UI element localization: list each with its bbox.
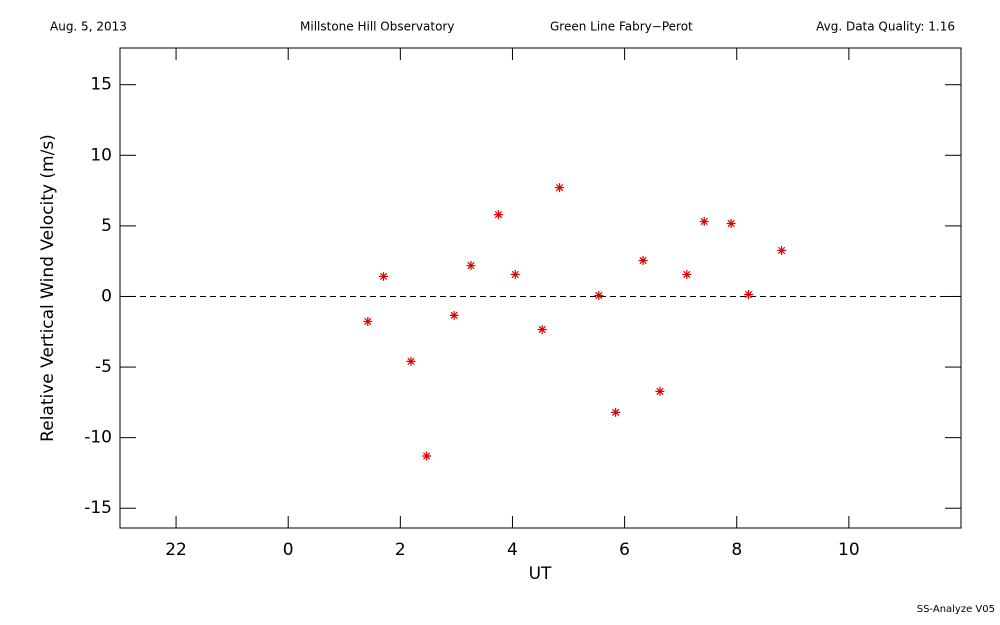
- footer: SS-Analyze V05: [917, 604, 995, 615]
- data-point: [682, 269, 692, 279]
- data-point: [379, 271, 389, 281]
- x-tick-label: 22: [165, 540, 187, 560]
- y-tick-label: -15: [84, 498, 112, 518]
- data-point: [449, 310, 459, 320]
- y-tick-label: 10: [90, 145, 112, 165]
- x-tick-label: 8: [731, 540, 742, 560]
- data-point: [422, 451, 432, 461]
- data-point: [726, 218, 736, 228]
- x-tick-label: 6: [619, 540, 630, 560]
- x-tick-label: 0: [283, 540, 294, 560]
- data-point: [537, 325, 547, 335]
- y-tick-label: 5: [101, 216, 112, 236]
- data-point: [493, 210, 503, 220]
- header-quality: Avg. Data Quality: 1.16: [816, 20, 955, 34]
- header-site: Millstone Hill Observatory: [300, 20, 454, 34]
- y-axis-label: Relative Vertical Wind Velocity (m/s): [38, 134, 58, 442]
- data-point: [611, 407, 621, 417]
- x-tick-label: 4: [507, 540, 518, 560]
- data-point: [699, 217, 709, 227]
- data-point: [406, 356, 416, 366]
- data-point: [466, 261, 476, 271]
- data-point: [363, 316, 373, 326]
- x-tick-label: 2: [395, 540, 406, 560]
- x-tick-label: 10: [838, 540, 860, 560]
- y-tick-label: 0: [101, 286, 112, 306]
- y-tick-label: 15: [90, 75, 112, 95]
- data-point: [655, 386, 665, 396]
- data-point: [777, 245, 787, 255]
- data-point: [638, 255, 648, 265]
- header-instrument: Green Line Fabry−Perot: [550, 20, 693, 34]
- header-date: Aug. 5, 2013: [50, 20, 127, 34]
- x-axis-label: UT: [529, 564, 552, 584]
- y-tick-label: -5: [95, 357, 112, 377]
- plot-frame: [119, 47, 962, 529]
- data-point: [555, 183, 565, 193]
- data-point: [594, 290, 604, 300]
- data-point: [510, 269, 520, 279]
- data-point: [744, 289, 754, 299]
- y-tick-label: -10: [84, 428, 112, 448]
